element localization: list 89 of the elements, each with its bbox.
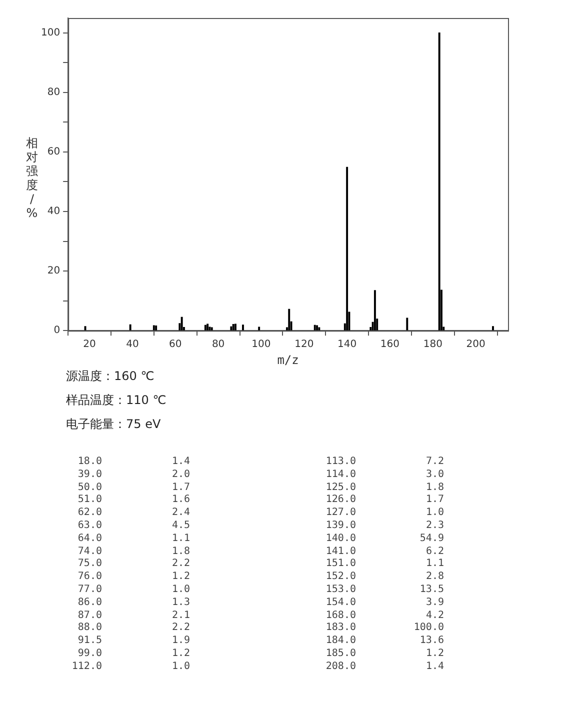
- text: 139.0: [324, 520, 356, 533]
- text: 1.1: [170, 532, 190, 546]
- text: 1.8: [170, 546, 190, 558]
- x-tick-label: 40: [126, 339, 139, 350]
- text: 141.0: [324, 546, 356, 558]
- x-tick-label: 80: [212, 339, 225, 350]
- text: 1.0: [170, 660, 190, 674]
- text: 1.2: [170, 648, 190, 661]
- text: 样品温度：110 ℃: [66, 392, 168, 409]
- text: 127.0: [324, 507, 356, 520]
- x-axis-title: m/z: [277, 352, 299, 367]
- text: 2.3: [424, 520, 444, 533]
- text: 87.0: [76, 610, 102, 622]
- text: 4.5: [170, 520, 190, 533]
- text: 2.2: [170, 558, 190, 572]
- x-tick-label: 180: [423, 339, 442, 350]
- text: 51.0: [76, 494, 102, 508]
- text: 125.0: [324, 482, 356, 494]
- y-tick-label: 40: [47, 206, 60, 218]
- text: 114.0: [324, 468, 356, 482]
- x-tick-label: 140: [338, 339, 357, 350]
- x-tick-label: 120: [294, 339, 314, 350]
- text: 1.4: [424, 660, 444, 674]
- text: 1.4: [170, 456, 190, 469]
- text: 62.0: [76, 507, 102, 520]
- text: 1.7: [424, 494, 444, 508]
- text: 1.9: [170, 635, 190, 648]
- text: 3.0: [424, 468, 444, 482]
- text: 1.1: [424, 558, 444, 572]
- text: 50.0: [76, 482, 102, 494]
- text: 6.2: [424, 546, 444, 558]
- text: 2.8: [424, 571, 444, 584]
- text: 1.2: [170, 571, 190, 584]
- x-tick-label: 20: [83, 339, 96, 350]
- text: 74.0: [76, 546, 102, 558]
- text: 13.5: [418, 584, 444, 597]
- x-tick-label: 60: [169, 339, 182, 350]
- text: 153.0: [324, 584, 356, 597]
- text: 1.0: [424, 507, 444, 520]
- text: 75.0: [76, 558, 102, 572]
- text: 2.1: [170, 610, 190, 622]
- text: 183.0: [324, 622, 356, 636]
- y-tick-label: 100: [40, 27, 60, 38]
- text: 184.0: [324, 635, 356, 648]
- text: 154.0: [324, 596, 356, 610]
- text: 电子能量：75 eV: [66, 416, 162, 433]
- y-tick-label: 80: [47, 87, 60, 98]
- text: 151.0: [324, 558, 356, 572]
- text: 88.0: [76, 622, 102, 636]
- text: 77.0: [76, 584, 102, 597]
- y-axis-title: 相对强度/%: [25, 136, 39, 220]
- text: 113.0: [324, 456, 356, 469]
- x-tick-label: 160: [380, 339, 400, 350]
- text: 1.7: [170, 482, 190, 494]
- text: 64.0: [76, 532, 102, 546]
- text: 1.8: [424, 482, 444, 494]
- text: 2.2: [170, 622, 190, 636]
- text: 18.0: [76, 456, 102, 469]
- text: 3.9: [424, 596, 444, 610]
- text: 13.6: [418, 635, 444, 648]
- text: 185.0: [324, 648, 356, 661]
- text: 126.0: [324, 494, 356, 508]
- text: 168.0: [324, 610, 356, 622]
- text: 1.3: [170, 596, 190, 610]
- text: 63.0: [76, 520, 102, 533]
- text: 4.2: [424, 610, 444, 622]
- text: 源温度：160 ℃: [66, 368, 156, 385]
- y-tick-label: 0: [54, 325, 60, 336]
- text: 54.9: [418, 532, 444, 546]
- text: 2.0: [170, 468, 190, 482]
- x-tick-label: 100: [252, 339, 271, 350]
- text: 140.0: [324, 532, 356, 546]
- y-tick-label: 20: [47, 266, 60, 277]
- text: 152.0: [324, 571, 356, 584]
- text: 1.2: [424, 648, 444, 661]
- text: 208.0: [324, 660, 356, 674]
- y-tick-label: 60: [47, 146, 60, 158]
- text: 112.0: [70, 660, 102, 674]
- text: 2.4: [170, 507, 190, 520]
- text: 7.2: [424, 456, 444, 469]
- text: 91.5: [76, 635, 102, 648]
- text: 1.6: [170, 494, 190, 508]
- text: 1.0: [170, 584, 190, 597]
- text: 100.0: [412, 622, 444, 636]
- text: 99.0: [76, 648, 102, 661]
- text: 76.0: [76, 571, 102, 584]
- x-tick-label: 200: [466, 339, 486, 350]
- text: 86.0: [76, 596, 102, 610]
- text: 39.0: [76, 468, 102, 482]
